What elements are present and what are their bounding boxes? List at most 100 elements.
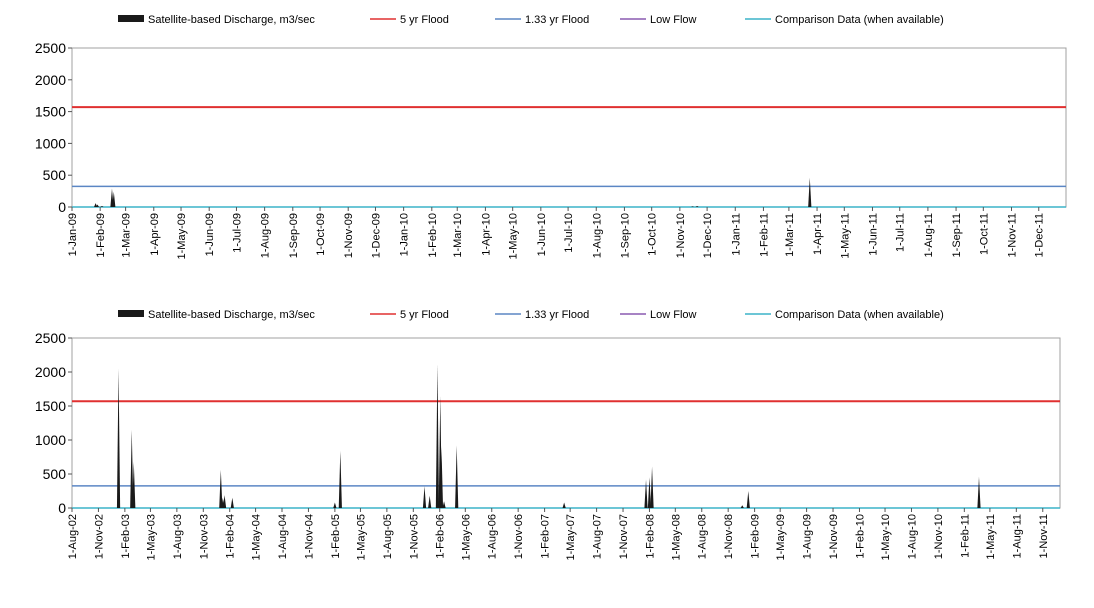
y-tick-label: 2000	[35, 364, 66, 380]
x-tick-label: 1-May-09	[176, 213, 188, 259]
x-tick-label: 1-Nov-09	[343, 213, 355, 258]
legend-label-comparison: Comparison Data (when available)	[775, 309, 944, 321]
x-tick-label: 1-Feb-09	[750, 514, 762, 559]
discharge-peak	[562, 502, 566, 508]
x-tick-label: 1-Nov-09	[828, 514, 840, 559]
y-tick-label: 2000	[35, 72, 66, 88]
discharge-peak	[695, 206, 699, 207]
x-tick-label: 1-May-09	[775, 514, 787, 560]
x-tick-label: 1-Jun-09	[204, 213, 216, 256]
discharge-peak	[428, 495, 432, 508]
x-tick-label: 1-Aug-09	[802, 514, 814, 559]
x-tick-label: 1-Apr-09	[149, 213, 161, 256]
x-tick-label: 1-May-10	[880, 514, 892, 560]
chart-bottom: Satellite-based Discharge, m3/sec 5 yr Fl…	[35, 309, 1061, 560]
x-tick-label: 1-Nov-08	[723, 514, 735, 559]
x-tick-label: 1-Jul-10	[563, 213, 575, 253]
x-tick-label: 1-Jun-11	[867, 213, 879, 256]
x-tick-label: 1-Nov-10	[675, 213, 687, 258]
x-tick-label: 1-Aug-10	[906, 514, 918, 559]
x-tick-label: 1-Nov-07	[618, 514, 630, 559]
x-tick-label: 1-May-04	[251, 514, 263, 560]
discharge-peak	[644, 479, 648, 508]
x-tick-label: 1-Mar-11	[784, 213, 796, 257]
x-tick-label: 1-Sep-09	[288, 213, 300, 258]
x-tick-label: 1-Feb-11	[959, 514, 971, 558]
x-tick-label: 1-Feb-11	[758, 213, 770, 257]
x-tick-label: 1-Aug-08	[697, 514, 709, 559]
x-tick-label: 1-Apr-11	[812, 213, 824, 255]
x-tick-label: 1-Aug-04	[277, 514, 289, 559]
x-tick-label: 1-Mar-09	[121, 213, 133, 258]
x-tick-label: 1-Jul-09	[231, 213, 243, 253]
discharge-peak	[338, 450, 342, 508]
x-tick-label: 1-Oct-11	[978, 213, 990, 255]
legend: Satellite-based Discharge, m3/sec 5 yr Fl…	[118, 309, 944, 321]
y-tick-label: 2500	[35, 40, 66, 56]
legend: Satellite-based Discharge, m3/sec 5 yr Fl…	[118, 14, 944, 26]
x-tick-label: 1-Dec-10	[702, 213, 714, 258]
x-tick-label: 1-Dec-11	[1034, 213, 1046, 257]
y-tick-label: 1000	[35, 432, 66, 448]
x-tick-label: 1-May-11	[839, 213, 851, 259]
legend-swatch-discharge	[118, 310, 144, 317]
discharge-peak	[746, 491, 750, 508]
x-tick-label: 1-Jun-10	[536, 213, 548, 256]
y-tick-label: 1000	[35, 135, 66, 151]
x-tick-label: 1-Sep-10	[619, 213, 631, 258]
x-tick-label: 1-Sep-11	[951, 213, 963, 257]
x-tick-label: 1-Apr-10	[480, 213, 492, 256]
x-tick-label: 1-Aug-07	[592, 514, 604, 559]
discharge-peak	[230, 497, 234, 508]
discharge-peak	[219, 469, 223, 508]
x-tick-label: 1-May-11	[985, 514, 997, 560]
legend-swatch-discharge	[118, 15, 144, 22]
x-tick-label: 1-May-06	[460, 514, 472, 560]
discharge-peak	[422, 486, 427, 508]
discharge-peak	[95, 204, 100, 207]
x-tick-label: 1-Oct-10	[647, 213, 659, 256]
x-tick-label: 1-Nov-10	[933, 514, 945, 559]
x-tick-label: 1-Aug-11	[923, 213, 935, 257]
x-tick-label: 1-Aug-11	[1011, 514, 1023, 558]
discharge-peak	[130, 429, 134, 508]
discharge-peak	[740, 505, 744, 508]
discharge-peak	[100, 206, 104, 207]
x-tick-label: 1-Jan-09	[67, 213, 79, 256]
x-tick-label: 1-Aug-02	[67, 514, 79, 559]
x-tick-label: 1-Jul-11	[895, 213, 907, 252]
legend-label-comparison: Comparison Data (when available)	[775, 14, 944, 26]
x-tick-label: 1-Feb-04	[225, 514, 237, 559]
y-tick-label: 0	[58, 500, 66, 516]
y-tick-label: 500	[43, 167, 67, 183]
x-tick-label: 1-Aug-05	[382, 514, 394, 559]
discharge-peak	[442, 501, 446, 508]
x-tick-label: 1-Nov-02	[93, 514, 105, 559]
discharge-peak	[435, 363, 440, 508]
discharge-peak	[977, 476, 981, 508]
x-tick-label: 1-Nov-03	[198, 514, 210, 559]
legend-label-flood_5yr: 5 yr Flood	[400, 309, 449, 321]
discharge-peak	[647, 477, 652, 508]
discharge-peak	[112, 191, 116, 207]
legend-label-flood_5yr: 5 yr Flood	[400, 14, 449, 26]
x-tick-label: 1-Feb-09	[95, 213, 107, 258]
discharge-peak	[333, 502, 337, 508]
x-tick-label: 1-May-07	[565, 514, 577, 560]
discharge-peak	[222, 495, 227, 508]
legend-label-flood_133yr: 1.33 yr Flood	[525, 309, 589, 321]
x-tick-label: 1-Jan-11	[730, 213, 742, 256]
chart-top: Satellite-based Discharge, m3/sec 5 yr Fl…	[35, 14, 1067, 259]
legend-label-low_flow: Low Flow	[650, 14, 697, 26]
x-tick-label: 1-Nov-04	[303, 514, 315, 559]
x-tick-label: 1-Nov-11	[1038, 514, 1050, 558]
x-tick-label: 1-Nov-11	[1006, 213, 1018, 257]
x-tick-label: 1-Feb-10	[854, 514, 866, 559]
plot-frame	[71, 337, 1061, 509]
discharge-peak	[116, 368, 121, 508]
discharge-peak	[808, 177, 812, 207]
discharge-peak	[650, 466, 654, 508]
x-tick-label: 1-Feb-03	[120, 514, 132, 559]
x-tick-label: 1-Nov-05	[408, 514, 420, 559]
